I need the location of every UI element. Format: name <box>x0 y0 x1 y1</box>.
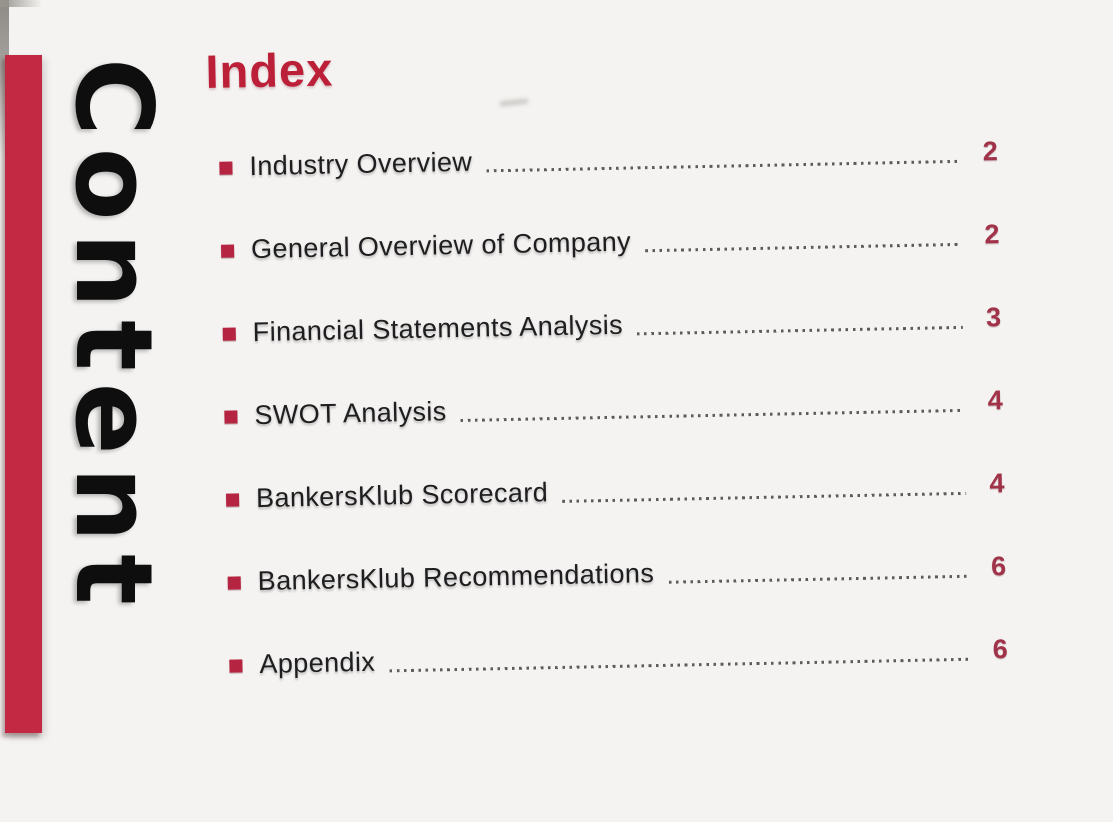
toc-page-number: 2 <box>982 136 999 167</box>
bullet-square-icon <box>222 327 236 341</box>
toc-row: Appendix 6 <box>217 608 1019 707</box>
toc-page-number: 2 <box>984 219 1000 250</box>
accent-bar <box>5 55 42 733</box>
toc-item-label: Financial Statements Analysis <box>252 309 624 348</box>
photo-edge-artifact-left <box>0 0 9 155</box>
toc-page-number: 4 <box>987 385 1004 416</box>
toc-row: General Overview of Company 2 <box>208 193 1010 292</box>
bullet-square-icon <box>227 576 241 590</box>
bullet-square-icon <box>225 493 240 507</box>
toc-item-label: General Overview of Company <box>250 226 632 265</box>
dotted-leader <box>486 159 960 173</box>
toc-page-number: 4 <box>989 468 1005 499</box>
toc-item-label: BankersKlub Recommendations <box>257 558 655 597</box>
toc-item-label: SWOT Analysis <box>254 396 447 431</box>
toc-page-number: 3 <box>985 302 1002 333</box>
toc-row: Financial Statements Analysis 3 <box>210 276 1012 375</box>
bullet-square-icon <box>229 659 243 673</box>
vertical-banner-title: Content <box>52 58 175 617</box>
toc-row: BankersKlub Scorecard 4 <box>213 442 1015 541</box>
toc-page-number: 6 <box>990 551 1007 582</box>
dotted-leader <box>637 325 963 336</box>
dotted-leader <box>645 242 962 253</box>
dotted-leader <box>562 491 967 503</box>
dotted-leader <box>668 574 968 584</box>
toc-item-label: Appendix <box>259 646 376 680</box>
dotted-leader <box>460 408 965 422</box>
toc-row: SWOT Analysis 4 <box>212 359 1014 458</box>
dotted-leader <box>389 657 970 673</box>
page-title: Index <box>204 42 334 98</box>
toc-list: Industry Overview 2 General Overview of … <box>207 110 1018 707</box>
toc-row: BankersKlub Recommendations 6 <box>215 525 1017 624</box>
toc-panel: Index Industry Overview 2 General Overvi… <box>205 30 1018 707</box>
bullet-square-icon <box>224 410 238 424</box>
photo-edge-artifact-top <box>0 0 42 7</box>
toc-item-label: Industry Overview <box>249 146 473 182</box>
bullet-square-icon <box>220 244 235 258</box>
toc-row: Industry Overview 2 <box>207 110 1009 209</box>
bullet-square-icon <box>219 161 233 175</box>
toc-item-label: BankersKlub Scorecard <box>255 477 549 514</box>
toc-page-number: 6 <box>992 634 1009 665</box>
